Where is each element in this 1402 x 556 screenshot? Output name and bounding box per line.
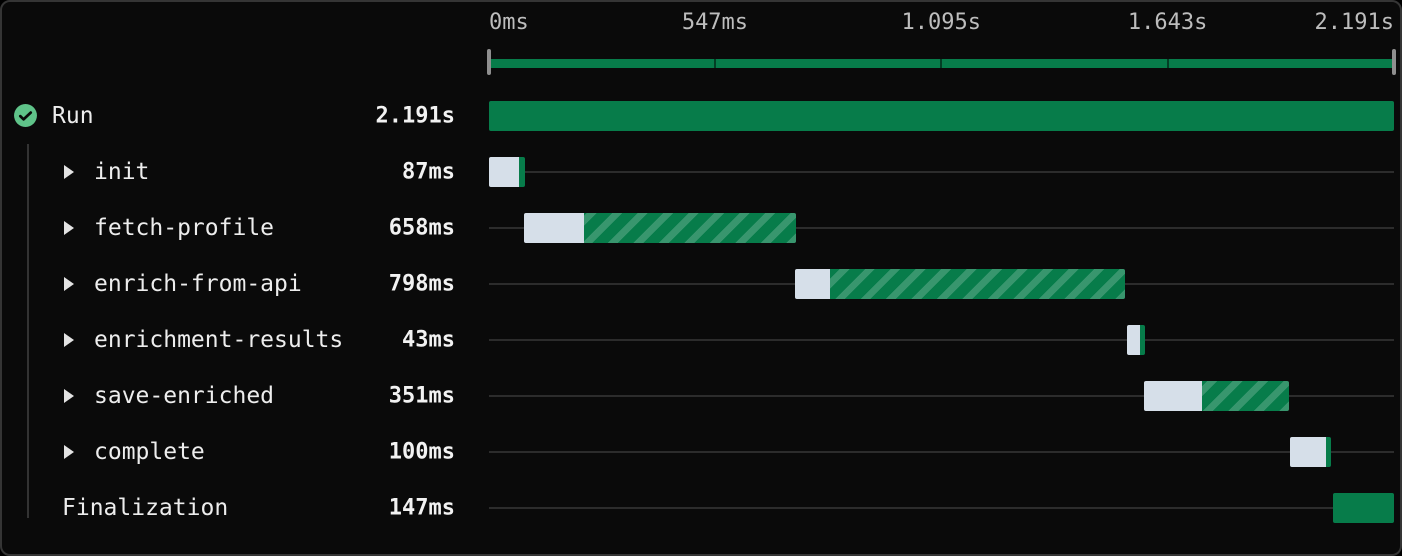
span-segment-hatched [584, 213, 796, 243]
span-bar[interactable] [795, 269, 1125, 299]
span-bar[interactable] [1333, 493, 1394, 523]
row-track [489, 312, 1394, 368]
tree-guide-line [27, 144, 29, 518]
trace-row-run[interactable]: Run 2.191s [2, 88, 1400, 144]
row-label: Run [52, 103, 94, 129]
span-segment-solid [1325, 437, 1332, 467]
trace-row-complete[interactable]: complete 100ms [2, 424, 1400, 480]
row-label-area: save-enriched 351ms [2, 368, 489, 424]
minimap-divider [713, 59, 716, 68]
span-segment-light [795, 269, 831, 299]
caret-right-icon[interactable] [64, 333, 74, 347]
minimap-divider [940, 59, 943, 68]
span-segment-solid [1333, 493, 1394, 523]
row-track-line [489, 339, 1394, 341]
caret-right-icon[interactable] [64, 221, 74, 235]
row-duration: 798ms [388, 271, 455, 297]
row-track-line [489, 395, 1394, 397]
row-duration: 147ms [388, 495, 455, 521]
axis-tick-label: 2.191s [1314, 10, 1394, 35]
span-bar[interactable] [524, 213, 796, 243]
row-label-area: fetch-profile 658ms [2, 200, 489, 256]
row-label: save-enriched [94, 383, 275, 409]
row-label-area: enrichment-results 43ms [2, 312, 489, 368]
row-duration: 351ms [388, 383, 455, 409]
minimap-range-bar[interactable] [489, 59, 1394, 68]
row-duration: 43ms [402, 327, 455, 353]
span-bar[interactable] [1144, 381, 1290, 411]
row-label-area: complete 100ms [2, 424, 489, 480]
span-segment-solid [489, 101, 1394, 131]
minimap-divider [1166, 59, 1169, 68]
span-bar[interactable] [489, 101, 1394, 131]
row-label-area: enrich-from-api 798ms [2, 256, 489, 312]
row-label-area: Finalization 147ms [2, 480, 489, 536]
row-label: Finalization [62, 495, 229, 521]
span-segment-solid [1139, 325, 1145, 355]
row-label: enrichment-results [94, 327, 344, 353]
row-track-line [489, 227, 1394, 229]
row-track-line [489, 171, 1394, 173]
row-track [489, 256, 1394, 312]
span-segment-solid [519, 157, 525, 187]
span-segment-light [1144, 381, 1202, 411]
minimap-right-handle[interactable] [1392, 49, 1396, 75]
caret-right-icon[interactable] [64, 277, 74, 291]
row-duration: 100ms [388, 439, 455, 465]
caret-right-icon[interactable] [64, 165, 74, 179]
trace-row-fetch-profile[interactable]: fetch-profile 658ms [2, 200, 1400, 256]
span-segment-hatched [1201, 381, 1290, 411]
axis-tick-label: 1.643s [1127, 10, 1208, 35]
timeline-axis: 0ms 547ms 1.095s 1.643s 2.191s [489, 10, 1394, 40]
row-track-line [489, 451, 1394, 453]
trace-row-init[interactable]: init 87ms [2, 144, 1400, 200]
row-track [489, 424, 1394, 480]
span-segment-hatched [830, 269, 1125, 299]
row-track-line [489, 507, 1394, 509]
row-label: fetch-profile [94, 215, 275, 241]
timeline-minimap[interactable] [487, 49, 1396, 75]
row-label-area: init 87ms [2, 144, 489, 200]
minimap-left-handle[interactable] [487, 49, 491, 75]
row-track [489, 144, 1394, 200]
span-bar[interactable] [1127, 325, 1145, 355]
row-label: complete [94, 439, 205, 465]
row-track [489, 368, 1394, 424]
span-segment-light [1289, 437, 1326, 467]
span-segment-light [524, 213, 584, 243]
span-segment-light [1127, 325, 1140, 355]
caret-right-icon[interactable] [64, 389, 74, 403]
check-circle-icon [13, 103, 38, 128]
span-bar[interactable] [1289, 437, 1332, 467]
row-duration: 2.191s [375, 103, 455, 129]
span-bar[interactable] [489, 157, 525, 187]
trace-row-enrichment-results[interactable]: enrichment-results 43ms [2, 312, 1400, 368]
row-label-area: Run 2.191s [2, 88, 489, 144]
caret-right-icon[interactable] [64, 445, 74, 459]
trace-rows: Run 2.191s init 87ms fetch-profile 658ms enric… [2, 88, 1400, 536]
row-duration: 658ms [388, 215, 455, 241]
span-segment-light [489, 157, 520, 187]
row-label: enrich-from-api [94, 271, 302, 297]
axis-tick-label: 547ms [681, 10, 749, 35]
row-duration: 87ms [402, 159, 455, 185]
row-track [489, 200, 1394, 256]
axis-tick-label: 0ms [489, 10, 529, 35]
trace-row-finalization[interactable]: Finalization 147ms [2, 480, 1400, 536]
trace-row-enrich-from-api[interactable]: enrich-from-api 798ms [2, 256, 1400, 312]
trace-row-save-enriched[interactable]: save-enriched 351ms [2, 368, 1400, 424]
axis-tick-label: 1.095s [901, 10, 982, 35]
row-track [489, 88, 1394, 144]
row-track [489, 480, 1394, 536]
row-label: init [94, 159, 150, 185]
